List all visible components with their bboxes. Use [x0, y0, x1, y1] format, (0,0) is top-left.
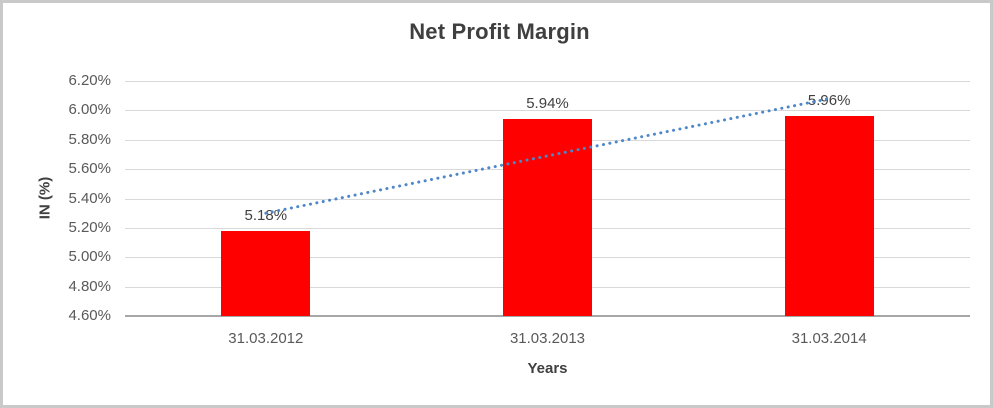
y-tick-label: 5.40%	[68, 189, 111, 207]
bar	[784, 116, 874, 316]
y-tick-label: 4.80%	[68, 277, 111, 295]
y-tick-label: 5.60%	[68, 160, 111, 178]
x-tick-label: 31.03.2013	[509, 330, 586, 347]
plot-area	[125, 81, 970, 317]
y-tick-label: 5.80%	[68, 130, 111, 148]
bar	[221, 230, 311, 316]
x-axis-line	[125, 315, 970, 317]
bar-value-label: 5.94%	[526, 95, 569, 113]
y-tick-label: 6.20%	[68, 72, 111, 89]
y-tick-label: 5.00%	[68, 248, 111, 266]
bar	[503, 119, 592, 316]
chart-title: Net Profit Margin	[409, 19, 590, 44]
y-tick-label: 5.20%	[68, 218, 111, 236]
x-axis-title: Years	[527, 360, 568, 377]
x-tick-label: 31.03.2014	[791, 330, 867, 347]
bar-value-label: 5.96%	[807, 92, 851, 110]
y-tick-label: 4.60%	[68, 307, 111, 324]
y-tick-label: 6.00%	[68, 101, 111, 119]
x-tick-label: 31.03.2012	[228, 330, 304, 347]
gridline	[125, 81, 970, 82]
bar-value-label: 5.18%	[244, 206, 288, 224]
